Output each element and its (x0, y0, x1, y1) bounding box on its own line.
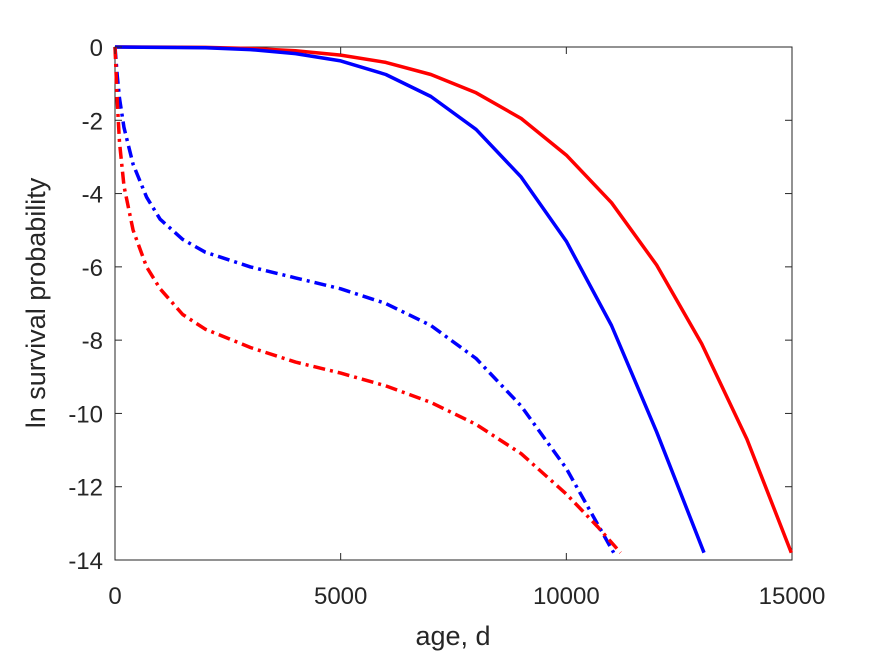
y-tick-label: -8 (82, 328, 103, 355)
x-tick-label: 15000 (759, 583, 826, 610)
y-tick-label: -14 (68, 548, 103, 575)
plot-area (114, 46, 793, 561)
y-tick-label: -2 (82, 108, 103, 135)
y-tick-label: 0 (90, 35, 103, 62)
x-tick-label: 10000 (533, 583, 600, 610)
series-lines (113, 45, 793, 554)
x-axis-label: age, d (415, 621, 490, 651)
x-tick-label: 5000 (314, 583, 367, 610)
series-line-3 (113, 46, 622, 554)
x-axis-ticks: 0 5000 10000 15000 (108, 47, 825, 610)
series-line-1 (114, 45, 706, 554)
y-tick-label: -12 (68, 475, 103, 502)
y-tick-label: -4 (82, 182, 103, 209)
y-axis-ticks: 0 -2 -4 -6 -8 -10 -12 -14 (68, 35, 792, 575)
series-line-2 (113, 46, 616, 554)
y-axis-label: ln survival probability (21, 177, 51, 428)
y-tick-label: -6 (82, 255, 103, 282)
x-tick-label: 0 (108, 583, 121, 610)
y-tick-label: -10 (68, 401, 103, 428)
